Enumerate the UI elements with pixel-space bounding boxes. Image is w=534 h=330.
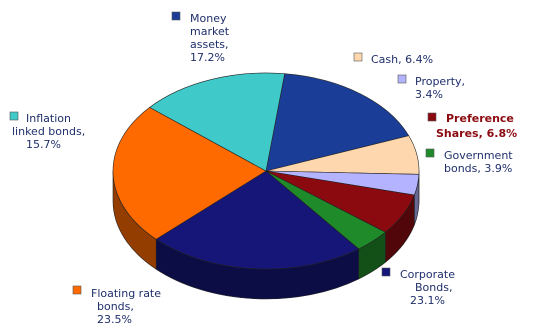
legend-swatch-1 xyxy=(353,52,363,62)
slice-label-7-line-2: 15.7% xyxy=(26,138,61,151)
legend-swatch-5 xyxy=(381,267,391,277)
slice-label-6-line-2: 23.5% xyxy=(97,313,132,326)
slice-label-5-line-0: Corporate xyxy=(400,268,455,281)
pie-slices xyxy=(112,72,420,270)
slice-0 xyxy=(265,73,410,172)
legend-swatch-6 xyxy=(72,285,82,295)
legend-swatch-2 xyxy=(397,74,407,84)
slice-label-4-line-0: Government xyxy=(444,149,513,162)
slice-label-0-line-3: 17.2% xyxy=(190,51,225,64)
slice-label-3-line-0: Preference xyxy=(446,112,514,125)
slice-label-0-line-2: assets, xyxy=(190,38,229,51)
slice-label-7-line-1: linked bonds, xyxy=(12,125,85,138)
legend-swatch-7 xyxy=(9,111,19,121)
slice-label-0-line-1: market xyxy=(190,25,230,38)
slice-label-5-line-2: 23.1% xyxy=(410,294,445,307)
legend-swatch-3 xyxy=(427,112,437,122)
slice-label-4-line-1: bonds, 3.9% xyxy=(444,162,512,175)
slice-5 xyxy=(155,170,360,270)
slice-label-0-line-0: Money xyxy=(190,12,227,25)
slice-label-3-line-1: Shares, 6.8% xyxy=(436,127,517,140)
slice-label-2-line-1: 3.4% xyxy=(415,88,443,101)
slice-label-1-line-0: Cash, 6.4% xyxy=(371,53,433,66)
slice-label-5-line-1: Bonds, xyxy=(415,281,452,294)
slice-6 xyxy=(112,107,267,240)
slice-label-6-line-1: bonds, xyxy=(97,300,134,313)
slice-label-2-line-0: Property, xyxy=(415,75,465,88)
slice-7 xyxy=(149,72,286,172)
slice-label-6-line-0: Floating rate xyxy=(91,287,161,300)
legend-swatch-4 xyxy=(425,148,435,158)
legend-swatch-0 xyxy=(171,11,181,21)
slice-label-7-line-0: Inflation xyxy=(26,112,71,125)
